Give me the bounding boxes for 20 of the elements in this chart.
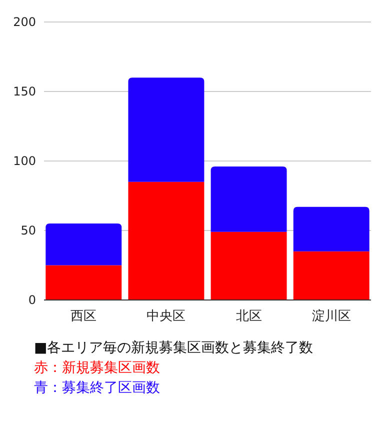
- bar: [293, 206, 370, 252]
- x-tick-label: 北区: [236, 309, 262, 324]
- x-tick-label: 中央区: [146, 309, 186, 324]
- y-tick-label: 100: [13, 154, 36, 168]
- text: 青：募集終了区画数: [34, 380, 160, 396]
- x-tick-label: 西区: [70, 309, 97, 324]
- y-tick-label: 150: [13, 84, 36, 99]
- y-tick-label: 50: [20, 224, 36, 238]
- text: ■各エリア毎の新規募集区画数と募集終了数: [34, 340, 314, 356]
- y-tick-label: 200: [13, 15, 36, 30]
- bar: [46, 265, 122, 300]
- y-tick-label: 0: [28, 293, 36, 308]
- text: 赤：新規募集区画数: [34, 360, 160, 376]
- bar: [210, 232, 287, 300]
- bar: [128, 182, 204, 300]
- bar: [128, 78, 204, 182]
- bar: [210, 166, 287, 232]
- x-tick-label: 淀川区: [312, 309, 351, 324]
- bar: [46, 224, 122, 266]
- bar: [293, 251, 370, 300]
